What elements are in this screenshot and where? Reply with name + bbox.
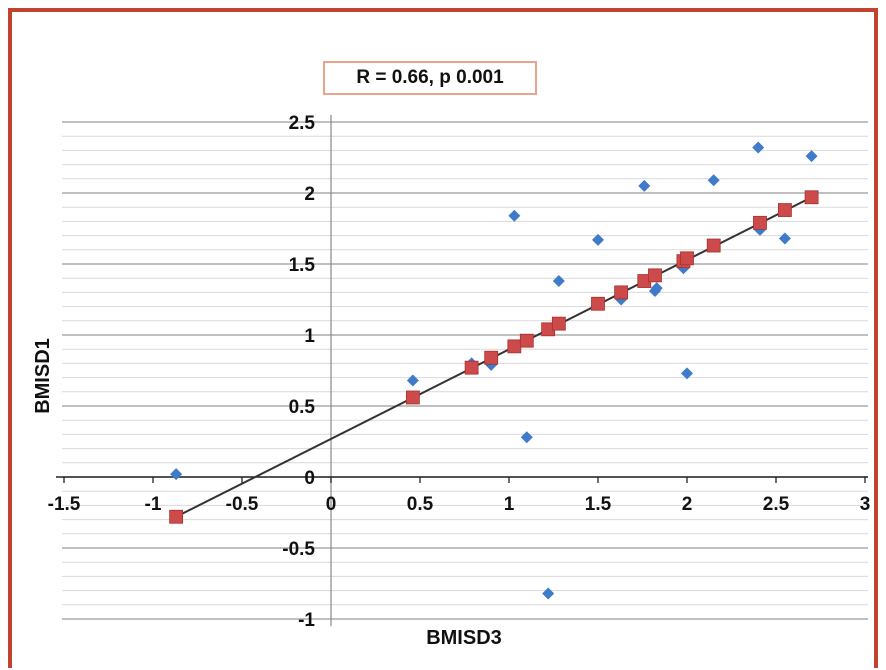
x-tick-label: 0.5 (407, 494, 434, 515)
observed-point (778, 232, 791, 245)
x-tick-label: -0.5 (226, 494, 259, 515)
x-axis-title: BMISD3 (426, 627, 502, 649)
observed-point (170, 468, 183, 481)
observed-point (542, 587, 555, 600)
fitted-point (753, 215, 767, 230)
correlation-annotation-text: R = 0.66, p 0.001 (356, 67, 504, 88)
observed-point (520, 431, 533, 444)
fitted-point (464, 360, 479, 375)
y-tick-label: 1 (304, 326, 315, 347)
y-tick-label: 0 (304, 468, 315, 489)
y-tick-label: -1 (298, 610, 315, 631)
observed-point (707, 174, 720, 187)
fitted-point (507, 339, 522, 354)
y-tick-label: 2.5 (289, 113, 316, 134)
y-tick-label: -0.5 (282, 539, 315, 560)
x-tick-label: 1.5 (585, 494, 612, 515)
data-points (169, 141, 819, 600)
correlation-annotation: R = 0.66, p 0.001 (323, 61, 537, 95)
fitted-point (804, 190, 819, 205)
x-tick-label: 2 (682, 494, 693, 515)
fitted-point (591, 296, 605, 311)
observed-point (406, 374, 419, 387)
y-tick-label: 2 (304, 184, 315, 205)
y-tick-label: 0.5 (289, 397, 316, 418)
x-tick-label: 1 (504, 494, 515, 515)
observed-point (752, 141, 765, 154)
observed-point (508, 209, 521, 222)
observed-point (592, 233, 604, 246)
x-tick-label: -1 (145, 494, 162, 515)
fitted-point (484, 350, 499, 365)
chart-frame (8, 8, 878, 668)
fitted-point (706, 238, 721, 253)
observed-point (638, 179, 651, 192)
fitted-point (169, 509, 184, 524)
x-tick-label: 2.5 (763, 494, 790, 515)
x-tick-label: 3 (860, 494, 871, 515)
fitted-point (778, 203, 792, 217)
fitted-point (648, 268, 662, 283)
minor-gridlines (62, 135, 868, 606)
x-tick-label: -1.5 (48, 494, 81, 515)
y-tick-label: 1.5 (289, 255, 316, 276)
observed-point (805, 150, 818, 163)
fitted-point (680, 251, 694, 266)
observed-point (552, 275, 565, 288)
axes (56, 114, 868, 627)
fitted-point (519, 333, 534, 348)
tick-labels: -1.5 -1 -0.5 0 0.5 1 1.5 2 2.5 3 -1 -0.5 0 0.5 1 1.5 2 2.… (48, 113, 871, 631)
fitted-point (551, 316, 566, 331)
fitted-point (614, 285, 629, 300)
y-axis-title: BMISD1 (32, 338, 54, 414)
x-tick-label: 0 (326, 494, 337, 515)
fitted-point (405, 390, 420, 405)
observed-point (650, 282, 663, 295)
observed-point (681, 367, 693, 380)
